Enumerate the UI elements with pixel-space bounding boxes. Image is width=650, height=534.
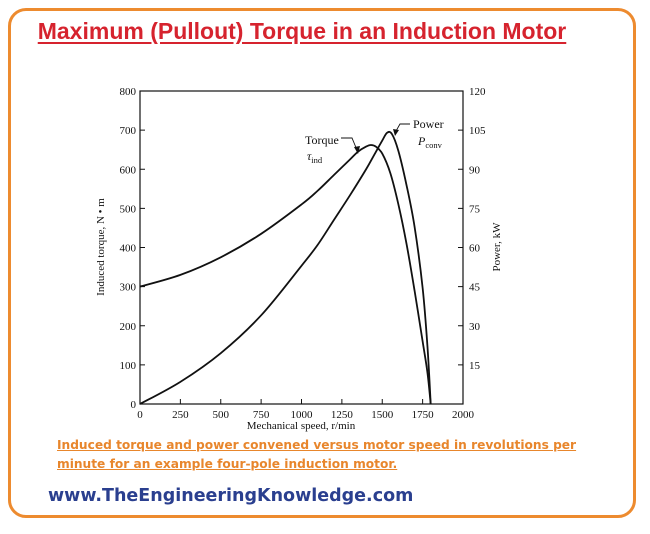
x-tick-label: 1000 bbox=[291, 409, 314, 421]
power-arrowhead bbox=[393, 129, 399, 136]
plot-frame bbox=[139, 90, 464, 405]
y2-tick-label: 15 bbox=[469, 360, 481, 372]
torque-label-arrow bbox=[341, 137, 358, 151]
torque-arrowhead bbox=[354, 146, 360, 154]
x-tick-label: 1500 bbox=[371, 409, 394, 421]
x-tick-label: 1250 bbox=[331, 409, 354, 421]
card-border bbox=[8, 8, 636, 518]
y-tick-label: 500 bbox=[120, 203, 137, 215]
torque-curve bbox=[139, 144, 432, 405]
figure-caption: Induced torque and power convened versus… bbox=[57, 438, 577, 471]
torque-series-symbol: τind bbox=[307, 149, 323, 165]
power-curve bbox=[139, 130, 432, 405]
y-axis-label: Induced torque, N • m bbox=[95, 198, 107, 296]
y2-tick-label: 90 bbox=[469, 164, 481, 176]
power-label-arrow bbox=[395, 123, 410, 132]
y2-axis-label: Power, kW bbox=[491, 222, 503, 272]
power-series-label: Power bbox=[413, 117, 444, 131]
y-tick-label: 100 bbox=[120, 360, 137, 372]
x-tick-label: 2000 bbox=[452, 409, 475, 421]
x-tick-label: 250 bbox=[172, 409, 189, 421]
y-tick-label: 400 bbox=[120, 243, 137, 255]
y2-tick-label: 60 bbox=[469, 243, 481, 255]
y-tick-label: 800 bbox=[120, 86, 137, 98]
torque-series-label: Torque bbox=[305, 133, 339, 147]
power-series-symbol: Pconv bbox=[417, 134, 443, 150]
y-tick-label: 300 bbox=[120, 282, 137, 294]
y-tick-label: 0 bbox=[131, 399, 137, 411]
y-tick-label: 200 bbox=[120, 321, 137, 333]
y-tick-label: 700 bbox=[120, 125, 137, 137]
y2-tick-label: 45 bbox=[469, 282, 481, 294]
y2-tick-label: 120 bbox=[469, 86, 486, 98]
x-tick-label: 500 bbox=[213, 409, 230, 421]
x-tick-label: 1750 bbox=[412, 409, 435, 421]
page-title: Maximum (Pullout) Torque in an Induction… bbox=[37, 18, 567, 44]
y2-tick-label: 105 bbox=[469, 125, 486, 137]
y2-tick-label: 75 bbox=[469, 203, 481, 215]
website-url[interactable]: www.TheEngineeringKnowledge.com bbox=[48, 486, 414, 506]
x-axis-label: Mechanical speed, r/min bbox=[247, 420, 356, 432]
y2-tick-label: 30 bbox=[469, 321, 481, 333]
y-tick-label: 600 bbox=[120, 164, 137, 176]
x-tick-label: 750 bbox=[253, 409, 270, 421]
x-tick-label: 0 bbox=[137, 409, 143, 421]
